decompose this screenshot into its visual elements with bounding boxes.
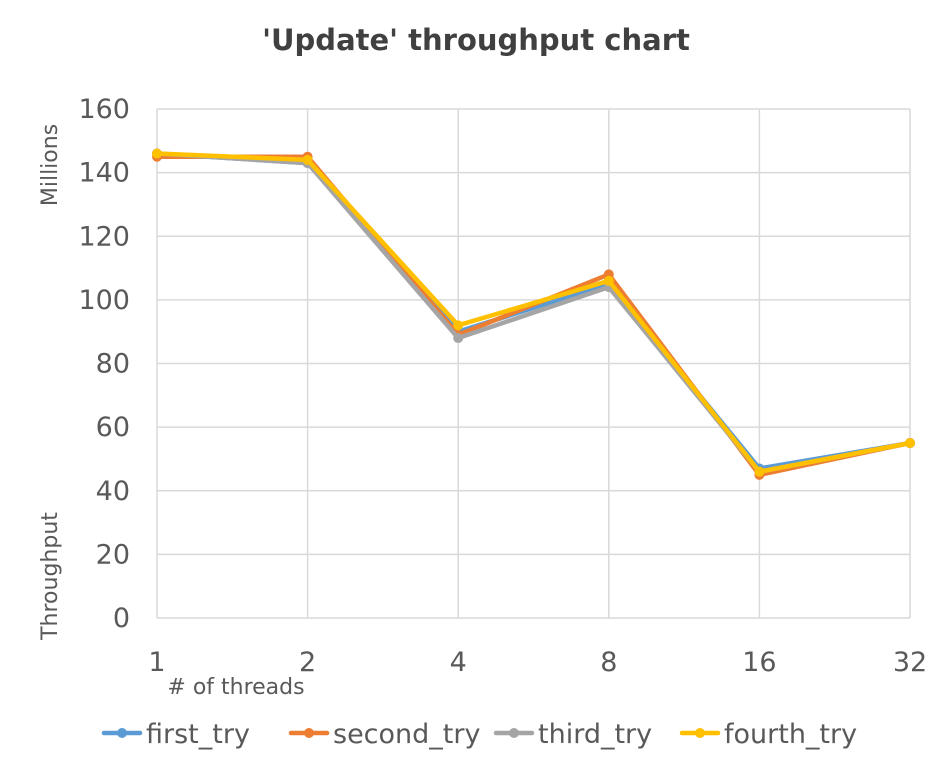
data-point <box>453 333 464 344</box>
x-tick-label: 32 <box>893 647 927 678</box>
x-tick-label: 1 <box>148 647 165 678</box>
x-tick-label: 16 <box>742 647 776 678</box>
chart-title: 'Update' throughput chart <box>262 23 690 57</box>
x-tick-label: 4 <box>450 647 467 678</box>
legend-marker <box>117 728 127 738</box>
legend-marker <box>509 728 519 738</box>
legend-entry: fourth_try <box>679 719 857 750</box>
legend-label: fourth_try <box>724 719 857 750</box>
data-point <box>453 320 464 331</box>
data-series <box>152 148 915 480</box>
gridlines <box>156 108 911 619</box>
x-tick-label: 8 <box>600 647 617 678</box>
y-axis-ticks: 0 20 40 60 80 100 120 140 160 <box>78 94 130 634</box>
x-axis-title: # of threads <box>167 675 304 700</box>
legend-entry: second_try <box>288 719 480 750</box>
y-tick-label: 0 <box>113 603 130 634</box>
y-tick-label: 100 <box>78 285 130 316</box>
data-point <box>754 466 765 477</box>
y-tick-label: 160 <box>78 94 130 125</box>
x-axis-ticks: 1 2 4 8 16 32 <box>148 647 927 678</box>
y-axis-title: Throughput <box>38 512 63 641</box>
legend-entry: first_try <box>101 719 250 750</box>
y-tick-label: 40 <box>96 476 130 507</box>
x-tick-label: 2 <box>299 647 316 678</box>
data-point <box>603 275 614 286</box>
legend-label: second_try <box>333 719 480 750</box>
legend-label: first_try <box>146 719 250 750</box>
data-point <box>905 438 915 449</box>
y-tick-label: 140 <box>78 158 130 189</box>
series-line <box>154 151 913 474</box>
legend-marker <box>695 728 705 738</box>
legend: first_try second_try third_try fourth_try <box>101 719 857 750</box>
series-fourth_try <box>152 148 915 477</box>
legend-label: third_try <box>538 719 652 750</box>
y-tick-label: 120 <box>78 221 130 252</box>
y-tick-label: 20 <box>96 539 130 570</box>
series-second_try <box>152 151 915 480</box>
legend-marker <box>304 728 314 738</box>
y-tick-label: 80 <box>96 349 130 380</box>
data-point <box>152 148 162 159</box>
data-point <box>302 154 313 165</box>
y-axis-units: Millions <box>38 124 63 206</box>
series-line <box>154 151 913 474</box>
y-tick-label: 60 <box>96 412 130 443</box>
legend-entry: third_try <box>493 719 652 750</box>
